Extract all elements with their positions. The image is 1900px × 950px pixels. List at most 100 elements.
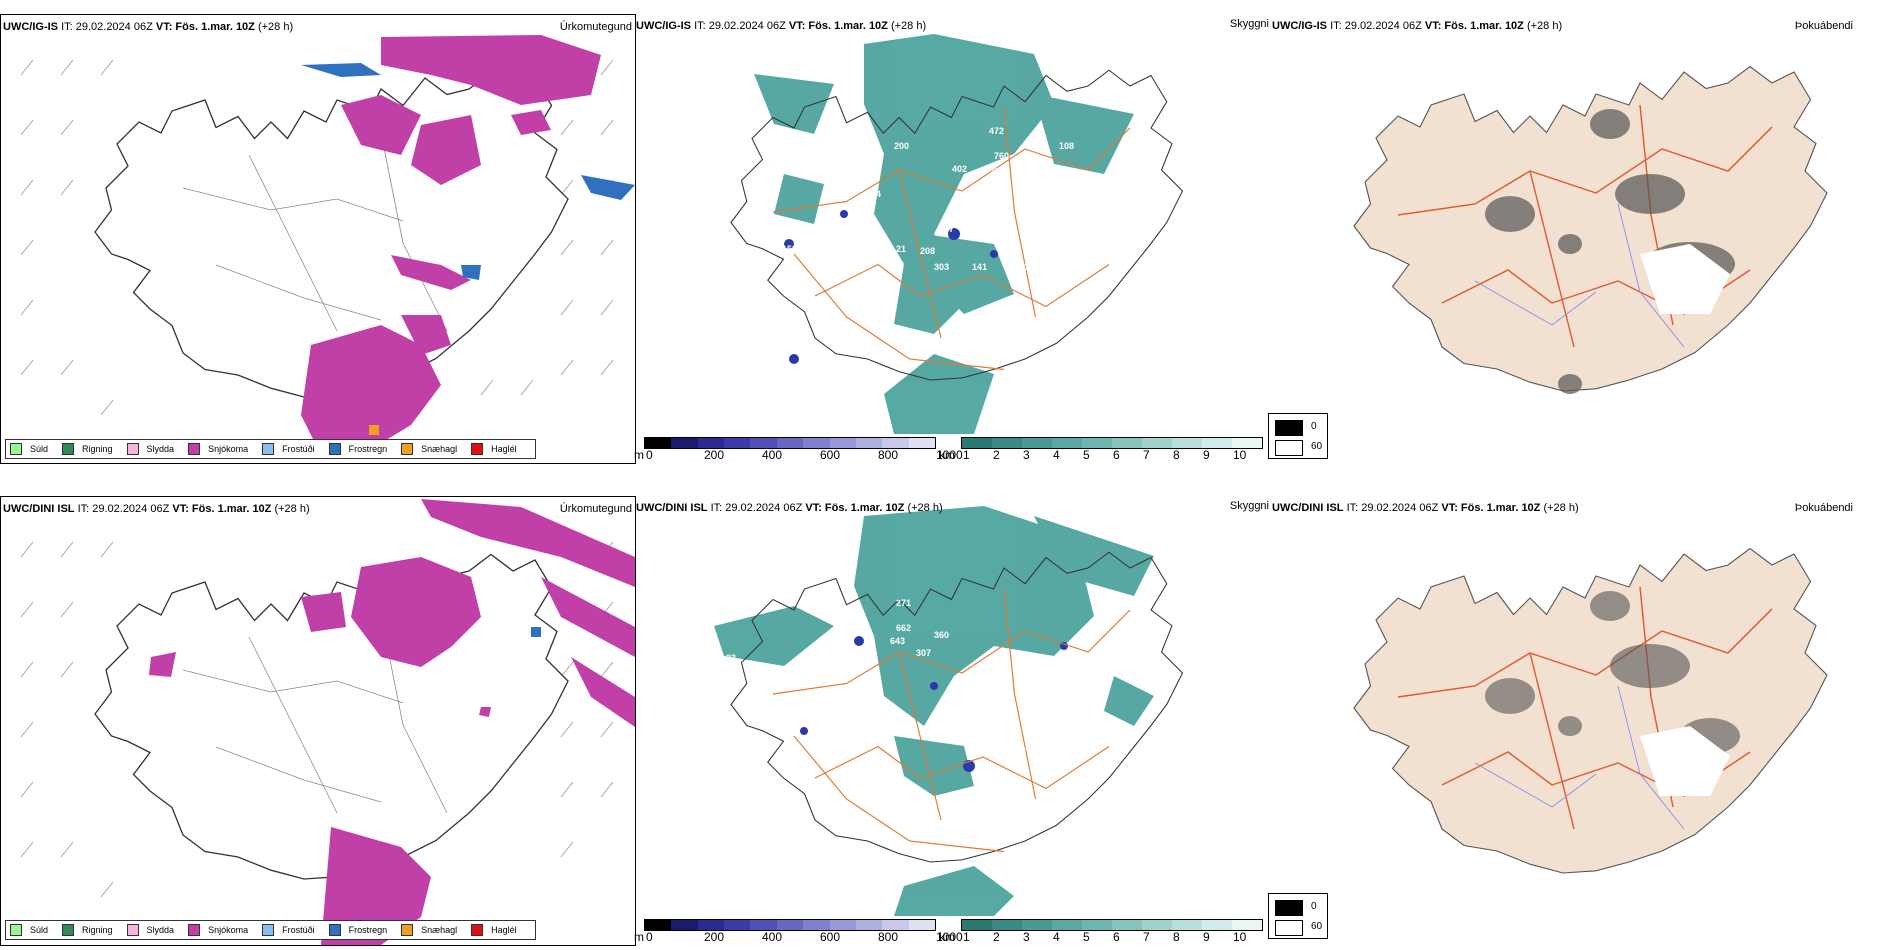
legend-item: Snæhagl — [401, 924, 457, 936]
vis-label: 200 — [894, 141, 909, 151]
model-name: UWC/IG-IS — [636, 20, 691, 32]
lead-time: (+28 h) — [907, 502, 943, 514]
legend-label: Haglél — [491, 925, 517, 935]
legend-label: Snjókoma — [208, 925, 249, 935]
vis-label: 303 — [934, 262, 949, 272]
legend-item: Rigning — [62, 443, 113, 455]
legend-label: Súld — [30, 925, 49, 935]
legend-item: Snjókoma — [188, 924, 248, 936]
legend-swatch — [401, 443, 414, 455]
visibility-tick: 7 — [1143, 448, 1150, 462]
vis-label: 956 — [992, 166, 1007, 176]
visibility-colorbar-row2: km 1 2 3 4 5 6 7 8 9 10 — [939, 919, 1269, 945]
visibility-title-row2: Skyggni — [1229, 500, 1269, 512]
legend-label: Snæhagl — [421, 444, 458, 454]
init-time: IT: 29.02.2024 06Z — [1346, 502, 1439, 514]
legend-item: Frostúði — [262, 924, 315, 936]
legend-swatch — [328, 924, 341, 936]
visibility-panel-row1: 472 760 956 402 200 144 166 207 208 303 … — [634, 14, 1269, 464]
ceiling-tick: 600 — [820, 930, 841, 944]
fog-legend-label: 60 — [1311, 441, 1323, 452]
visibility-tick: 2 — [993, 930, 1000, 944]
vis-label: 144 — [866, 189, 881, 199]
valid-time: VT: Fös. 1.mar. 10Z — [788, 20, 888, 32]
model-name: UWC/DINI ISL — [636, 502, 708, 514]
ceiling-unit: m — [634, 930, 644, 944]
legend-swatch — [262, 443, 275, 455]
visibility-map-row1: 472 760 956 402 200 144 166 207 208 303 … — [730, 34, 1184, 434]
vis-label: 208 — [920, 246, 935, 256]
legend-swatch — [62, 924, 75, 936]
model-name: UWC/DINI ISL — [1272, 502, 1344, 514]
legend-label: Rigning — [82, 444, 113, 454]
visibility-header-row1: UWC/IG-IS IT: 29.02.2024 06Z VT: Fös. 1.… — [636, 20, 926, 32]
vis-label: 113 — [972, 678, 987, 688]
legend-swatch — [471, 443, 484, 455]
valid-time: VT: Fös. 1.mar. 10Z — [1424, 20, 1524, 32]
model-name: UWC/DINI ISL — [3, 503, 75, 515]
ceiling-tick: 200 — [704, 930, 725, 944]
valid-time: VT: Fös. 1.mar. 10Z — [155, 21, 255, 33]
legend-item: Rigning — [62, 924, 113, 936]
ceiling-colorbar-row1: m 0 200 400 600 800 1000 — [634, 437, 963, 463]
vis-label: 166 — [956, 204, 971, 214]
legend-label: Frostregn — [348, 925, 388, 935]
visibility-tick: 8 — [1173, 930, 1180, 944]
visibility-header-row2: UWC/DINI ISL IT: 29.02.2024 06Z VT: Fös.… — [636, 502, 943, 514]
visibility-unit: km — [939, 930, 955, 944]
visibility-tick: 10 — [1233, 930, 1247, 944]
legend-item: Snæhagl — [401, 443, 457, 455]
fog-map-row2 — [1353, 547, 1828, 874]
init-time: IT: 29.02.2024 06Z — [710, 502, 803, 514]
fog-legend-label: 0 — [1311, 421, 1317, 432]
fog-legend-label: 60 — [1311, 921, 1323, 932]
visibility-map-row2: 271 662 643 360 307 113 137 22 33 — [714, 506, 1184, 916]
legend-swatch — [188, 924, 201, 936]
legend-label: Frostregn — [348, 444, 388, 454]
valid-time: VT: Fös. 1.mar. 10Z — [1441, 502, 1541, 514]
legend-swatch — [126, 443, 139, 455]
visibility-tick: 4 — [1053, 930, 1060, 944]
legend-item: Slydda — [126, 443, 174, 455]
legend-item: Slydda — [126, 924, 175, 936]
precip-header-row1: UWC/IG-IS IT: 29.02.2024 06Z VT: Fös. 1.… — [3, 21, 293, 33]
ceiling-tick: 800 — [878, 930, 899, 944]
vis-label: 132 — [1019, 262, 1034, 272]
visibility-tick: 2 — [993, 448, 1000, 462]
visibility-tick: 9 — [1203, 930, 1210, 944]
ceiling-unit: m — [634, 448, 644, 462]
visibility-tick: 9 — [1203, 448, 1210, 462]
legend-item: Frostúði — [262, 443, 315, 455]
legend-label: Haglél — [491, 444, 517, 454]
lead-time: (+28 h) — [1543, 502, 1579, 514]
visibility-tick: 4 — [1053, 448, 1060, 462]
legend-item: Súld — [10, 443, 48, 455]
visibility-tick: 10 — [1233, 448, 1247, 462]
legend-swatch — [401, 924, 414, 936]
ceiling-tick: 800 — [878, 448, 899, 462]
legend-label: Rigning — [82, 925, 113, 935]
legend-swatch — [126, 924, 139, 936]
visibility-tick: 5 — [1083, 930, 1090, 944]
legend-item: Haglél — [471, 924, 517, 936]
init-time: IT: 29.02.2024 06Z — [61, 21, 153, 33]
fog-map-row1 — [1353, 65, 1828, 394]
precip-header-row2: UWC/DINI ISL IT: 29.02.2024 06Z VT: Fös.… — [3, 503, 310, 515]
legend-swatch — [328, 443, 341, 455]
legend-swatch — [471, 924, 484, 936]
legend-label: Slydda — [146, 925, 175, 935]
legend-label: Snjókoma — [208, 444, 249, 454]
visibility-unit: km — [939, 448, 955, 462]
fog-panel-row1: UWC/IG-IS IT: 29.02.2024 06Z VT: Fös. 1.… — [1270, 14, 1900, 464]
init-time: IT: 29.02.2024 06Z — [1330, 20, 1422, 32]
ceiling-colorbar-row2: m 0 200 400 600 800 1000 — [634, 919, 963, 945]
visibility-tick: 7 — [1143, 930, 1150, 944]
init-time: IT: 29.02.2024 06Z — [77, 503, 170, 515]
legend-swatch — [62, 443, 75, 455]
precip-panel-row1: UWC/IG-IS IT: 29.02.2024 06Z VT: Fös. 1.… — [0, 14, 636, 464]
lead-time: (+28 h) — [890, 20, 927, 32]
fog-legend-swatch — [1275, 440, 1303, 456]
visibility-labels-row2: 271 662 643 360 307 113 137 22 33 — [726, 598, 1031, 756]
vis-label: 760 — [994, 151, 1009, 161]
vis-label: 158 — [782, 244, 797, 254]
